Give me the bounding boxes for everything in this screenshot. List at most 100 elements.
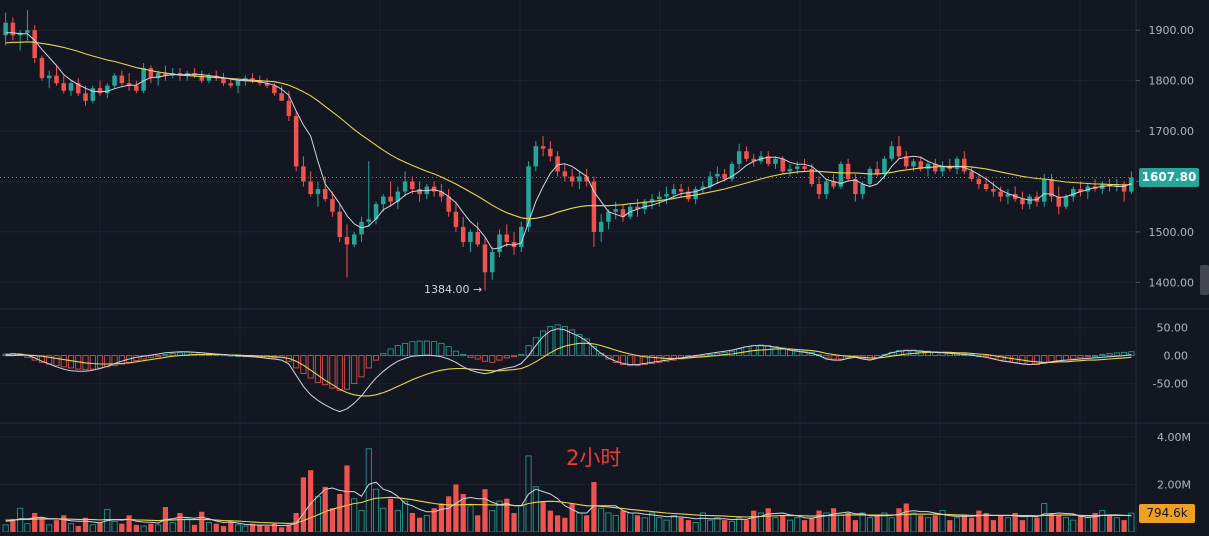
candle-body (787, 168, 793, 172)
macd-histogram-bar (779, 347, 786, 357)
macd-histogram-bar (409, 341, 416, 357)
macd-histogram-bar (1077, 355, 1084, 359)
macd-dea-line (5, 342, 1132, 397)
volume-bar (453, 484, 459, 532)
candle-body (1041, 178, 1047, 202)
candle-body (97, 88, 103, 94)
scroll-handle[interactable] (1200, 265, 1209, 295)
candle-body (700, 186, 706, 190)
macd-dif-line (5, 328, 1132, 413)
macd-histogram-bar (445, 346, 452, 357)
candle-body (388, 196, 393, 202)
price-axis-tick-label: 1700.00 (1149, 125, 1195, 138)
macd-histogram-bar (641, 355, 648, 366)
candle-body (998, 191, 1003, 197)
volume-bar (801, 520, 808, 532)
volume-bar (133, 524, 139, 532)
candle-body (315, 189, 321, 195)
candle-body (802, 166, 807, 169)
candle-body (475, 231, 480, 245)
volume-bar (569, 503, 575, 532)
macd-histogram-bar (300, 355, 307, 374)
candle-body (736, 151, 742, 164)
macd-histogram-bar (605, 355, 612, 360)
volume-bar (220, 526, 227, 532)
macd-histogram-bar (576, 333, 583, 357)
volume-bar (337, 493, 343, 532)
candle-body (1020, 199, 1025, 205)
macd-histogram-bar (365, 355, 372, 369)
candle-body (61, 83, 66, 91)
candle-body (657, 196, 662, 200)
volume-axis-tick-label: 4.00M (1157, 431, 1191, 444)
macd-histogram-bar (467, 355, 474, 358)
candle-body (148, 68, 154, 79)
macd-histogram-bar (147, 355, 154, 358)
candle-body (460, 226, 466, 242)
candle-body (954, 158, 960, 169)
macd-histogram-bar (438, 342, 445, 357)
volume-bar (852, 520, 858, 532)
macd-histogram-bar (293, 355, 300, 369)
volume-bar (554, 515, 561, 532)
volume-bar (809, 517, 815, 532)
candle-body (134, 85, 139, 91)
macd-histogram-bar (60, 355, 67, 368)
volume-bar (634, 515, 641, 532)
candle-body (533, 146, 539, 167)
candle-body (395, 191, 401, 202)
volume-bar (751, 510, 757, 532)
candle-body (279, 93, 284, 101)
volume-ma-fast-line (5, 481, 1132, 527)
macd-histogram-bar (649, 355, 656, 364)
macd-histogram-bar (380, 353, 387, 357)
candle-body (90, 88, 96, 101)
candle-body (402, 181, 408, 192)
price-axis-tick-label: 1500.00 (1149, 226, 1195, 239)
candle-body (976, 178, 982, 185)
volume-bar (620, 510, 626, 532)
macd-histogram-bar (89, 355, 96, 370)
macd-histogram-bar (1099, 354, 1106, 357)
volume-bar (32, 512, 38, 532)
candle-body (548, 148, 553, 157)
candle-body (250, 78, 255, 81)
candle-body (686, 191, 691, 200)
volume-bar (678, 517, 684, 532)
candle-body (431, 186, 437, 192)
macd-histogram-bar (1055, 355, 1062, 362)
candle-body (983, 184, 989, 190)
volume-bar (722, 520, 728, 532)
macd-histogram-bar (983, 355, 990, 358)
macd-histogram-bar (997, 355, 1004, 361)
candle-body (540, 146, 546, 149)
macd-histogram-bar (656, 355, 663, 363)
macd-histogram-bar (569, 329, 576, 357)
candle-body (1049, 178, 1054, 197)
volume-bar (438, 503, 445, 532)
candle-body (889, 146, 894, 159)
candle-body (845, 163, 851, 179)
candle-body (235, 80, 241, 86)
volume-axis-tick-label: 2.00M (1157, 478, 1191, 491)
candle-body (991, 189, 996, 192)
candle-body (678, 189, 684, 192)
candle-body (606, 211, 611, 222)
macd-histogram-bar (590, 346, 597, 357)
volume-bar (271, 523, 277, 532)
volume-bar (1121, 520, 1127, 532)
volume-bar (932, 515, 938, 532)
candle-body (809, 168, 815, 185)
macd-histogram-bar (452, 350, 459, 357)
volume-bar (584, 515, 590, 532)
candle-body (729, 163, 735, 179)
macd-histogram-bar (423, 340, 430, 357)
candle-body (482, 244, 488, 273)
candle-body (918, 161, 923, 169)
candle-body (39, 57, 45, 79)
candle-body (46, 75, 52, 79)
candle-body (598, 221, 604, 232)
volume-bar (177, 512, 183, 532)
